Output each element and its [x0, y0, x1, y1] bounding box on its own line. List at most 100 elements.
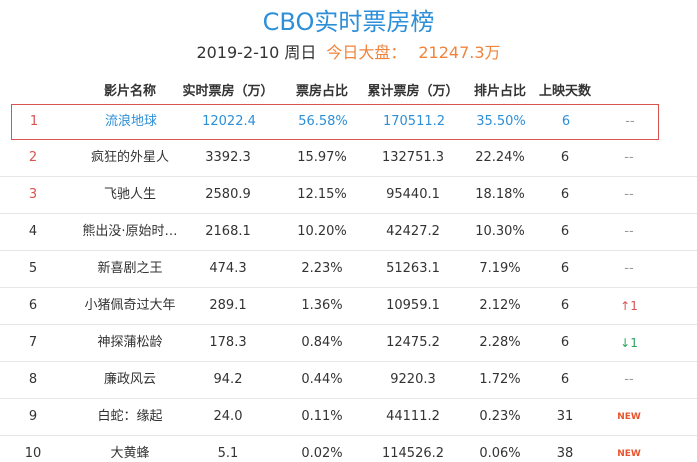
- cell-pct: 0.44%: [301, 372, 343, 387]
- market-label: 今日大盘：: [326, 43, 407, 62]
- cell-days: 6: [560, 224, 570, 239]
- header-total: 累计票房（万）: [367, 84, 459, 99]
- cell-name: 飞驰人生: [103, 187, 156, 202]
- table-row[interactable]: 10 大黄蜂 5.1 0.02% 114526.2 0.06% 38 NEW: [0, 436, 697, 462]
- cell-trend: --: [624, 261, 634, 276]
- header-box: 实时票房（万）: [182, 84, 274, 99]
- cell-pct: 0.84%: [301, 335, 343, 350]
- cell-name: 神探蒲松龄: [97, 335, 163, 350]
- cell-pct: 10.20%: [297, 224, 347, 239]
- cell-trend: NEW: [617, 449, 641, 459]
- cell-total: 44111.2: [386, 409, 440, 424]
- cell-screen: 0.06%: [479, 446, 521, 461]
- cell-name: 流浪地球: [104, 114, 157, 129]
- cell-name: 白蛇：缘起: [97, 409, 163, 424]
- cell-rank: 8: [28, 372, 38, 387]
- cell-rank: 4: [28, 224, 38, 239]
- cell-rank: 2: [28, 150, 38, 165]
- cell-screen: 2.28%: [479, 335, 521, 350]
- cell-total: 12475.2: [386, 335, 440, 350]
- cell-pct: 0.02%: [301, 446, 343, 461]
- cell-name: 新喜剧之王: [97, 261, 163, 276]
- cell-rank: 9: [28, 409, 38, 424]
- cell-total: 95440.1: [386, 187, 440, 202]
- cell-box: 3392.3: [205, 150, 251, 165]
- cell-days: 31: [556, 409, 574, 424]
- cell-box: 24.0: [213, 409, 243, 424]
- cell-pct: 56.58%: [298, 114, 348, 129]
- cell-trend: --: [624, 224, 634, 239]
- cell-trend: --: [624, 372, 634, 387]
- cell-box: 2168.1: [205, 224, 251, 239]
- cell-rank: 7: [28, 335, 38, 350]
- cell-box: 94.2: [213, 372, 243, 387]
- table-row[interactable]: 3 飞驰人生 2580.9 12.15% 95440.1 18.18% 6 --: [0, 177, 697, 214]
- cell-rank: 3: [28, 187, 38, 202]
- table-header: 影片名称 实时票房（万） 票房占比 累计票房（万） 排片占比 上映天数: [0, 80, 697, 102]
- cell-screen: 18.18%: [475, 187, 525, 202]
- cell-total: 132751.3: [381, 150, 445, 165]
- page-title: CBO实时票房榜: [262, 8, 435, 36]
- cell-rank: 1: [29, 114, 39, 129]
- market-value: 21247.3万: [418, 43, 501, 62]
- cell-screen: 0.23%: [479, 409, 521, 424]
- cell-total: 10959.1: [386, 298, 440, 313]
- table-row[interactable]: 5 新喜剧之王 474.3 2.23% 51263.1 7.19% 6 --: [0, 251, 697, 288]
- cell-pct: 12.15%: [297, 187, 347, 202]
- cell-screen: 2.12%: [479, 298, 521, 313]
- cell-pct: 1.36%: [301, 298, 343, 313]
- cell-name: 疯狂的外星人: [90, 150, 169, 165]
- cell-total: 51263.1: [386, 261, 440, 276]
- table-row[interactable]: 1 流浪地球 12022.4 56.58% 170511.2 35.50% 6 --: [11, 104, 659, 140]
- cell-rank: 10: [24, 446, 42, 461]
- cell-trend: --: [624, 187, 634, 202]
- header-pct: 票房占比: [295, 84, 348, 99]
- cell-trend: NEW: [617, 412, 641, 422]
- header-days: 上映天数: [538, 84, 591, 99]
- cell-total: 42427.2: [386, 224, 440, 239]
- cell-rank: 6: [28, 298, 38, 313]
- cell-days: 6: [560, 187, 570, 202]
- cell-total: 170511.2: [382, 114, 446, 129]
- table-row[interactable]: 6 小猪佩奇过大年 289.1 1.36% 10959.1 2.12% 6 ↑1: [0, 288, 697, 325]
- cell-screen: 7.19%: [479, 261, 521, 276]
- header-screen: 排片占比: [473, 84, 526, 99]
- table-row[interactable]: 7 神探蒲松龄 178.3 0.84% 12475.2 2.28% 6 ↓1: [0, 325, 697, 362]
- subtitle: 2019-2-10 周日 今日大盘： 21247.3万: [0, 40, 697, 66]
- cell-days: 6: [560, 298, 570, 313]
- cell-box: 474.3: [209, 261, 247, 276]
- table-row[interactable]: 8 廉政风云 94.2 0.44% 9220.3 1.72% 6 --: [0, 362, 697, 399]
- cell-total: 9220.3: [390, 372, 436, 387]
- cell-days: 6: [560, 335, 570, 350]
- cell-box: 5.1: [217, 446, 239, 461]
- cell-days: 6: [560, 372, 570, 387]
- cell-name: 小猪佩奇过大年: [84, 298, 176, 313]
- cell-name: 廉政风云: [103, 372, 156, 387]
- table-row[interactable]: 4 熊出没·原始时… 2168.1 10.20% 42427.2 10.30% 6 --: [0, 214, 697, 251]
- cell-trend: --: [624, 150, 634, 165]
- date-text: 2019-2-10 周日: [196, 43, 317, 62]
- cell-trend: ↑1: [620, 299, 638, 313]
- cell-name: 大黄蜂: [110, 446, 150, 461]
- cell-box: 178.3: [209, 335, 247, 350]
- cell-pct: 2.23%: [301, 261, 343, 276]
- cell-pct: 15.97%: [297, 150, 347, 165]
- cell-name: 熊出没·原始时…: [82, 224, 178, 239]
- cell-box: 12022.4: [202, 114, 256, 129]
- cell-trend: --: [625, 114, 635, 129]
- cell-trend: ↓1: [620, 336, 638, 350]
- cell-box: 2580.9: [205, 187, 251, 202]
- header-name: 影片名称: [103, 84, 156, 99]
- cell-days: 6: [560, 150, 570, 165]
- table-row[interactable]: 2 疯狂的外星人 3392.3 15.97% 132751.3 22.24% 6 --: [0, 140, 697, 177]
- cell-screen: 22.24%: [475, 150, 525, 165]
- cell-screen: 1.72%: [479, 372, 521, 387]
- cell-screen: 10.30%: [475, 224, 525, 239]
- cell-total: 114526.2: [381, 446, 445, 461]
- cell-rank: 5: [28, 261, 38, 276]
- cell-days: 6: [560, 261, 570, 276]
- table-row[interactable]: 9 白蛇：缘起 24.0 0.11% 44111.2 0.23% 31 NEW: [0, 399, 697, 436]
- cell-screen: 35.50%: [476, 114, 526, 129]
- cell-pct: 0.11%: [301, 409, 343, 424]
